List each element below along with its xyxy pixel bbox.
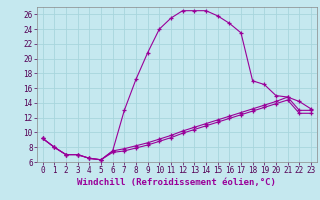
X-axis label: Windchill (Refroidissement éolien,°C): Windchill (Refroidissement éolien,°C) [77,178,276,187]
